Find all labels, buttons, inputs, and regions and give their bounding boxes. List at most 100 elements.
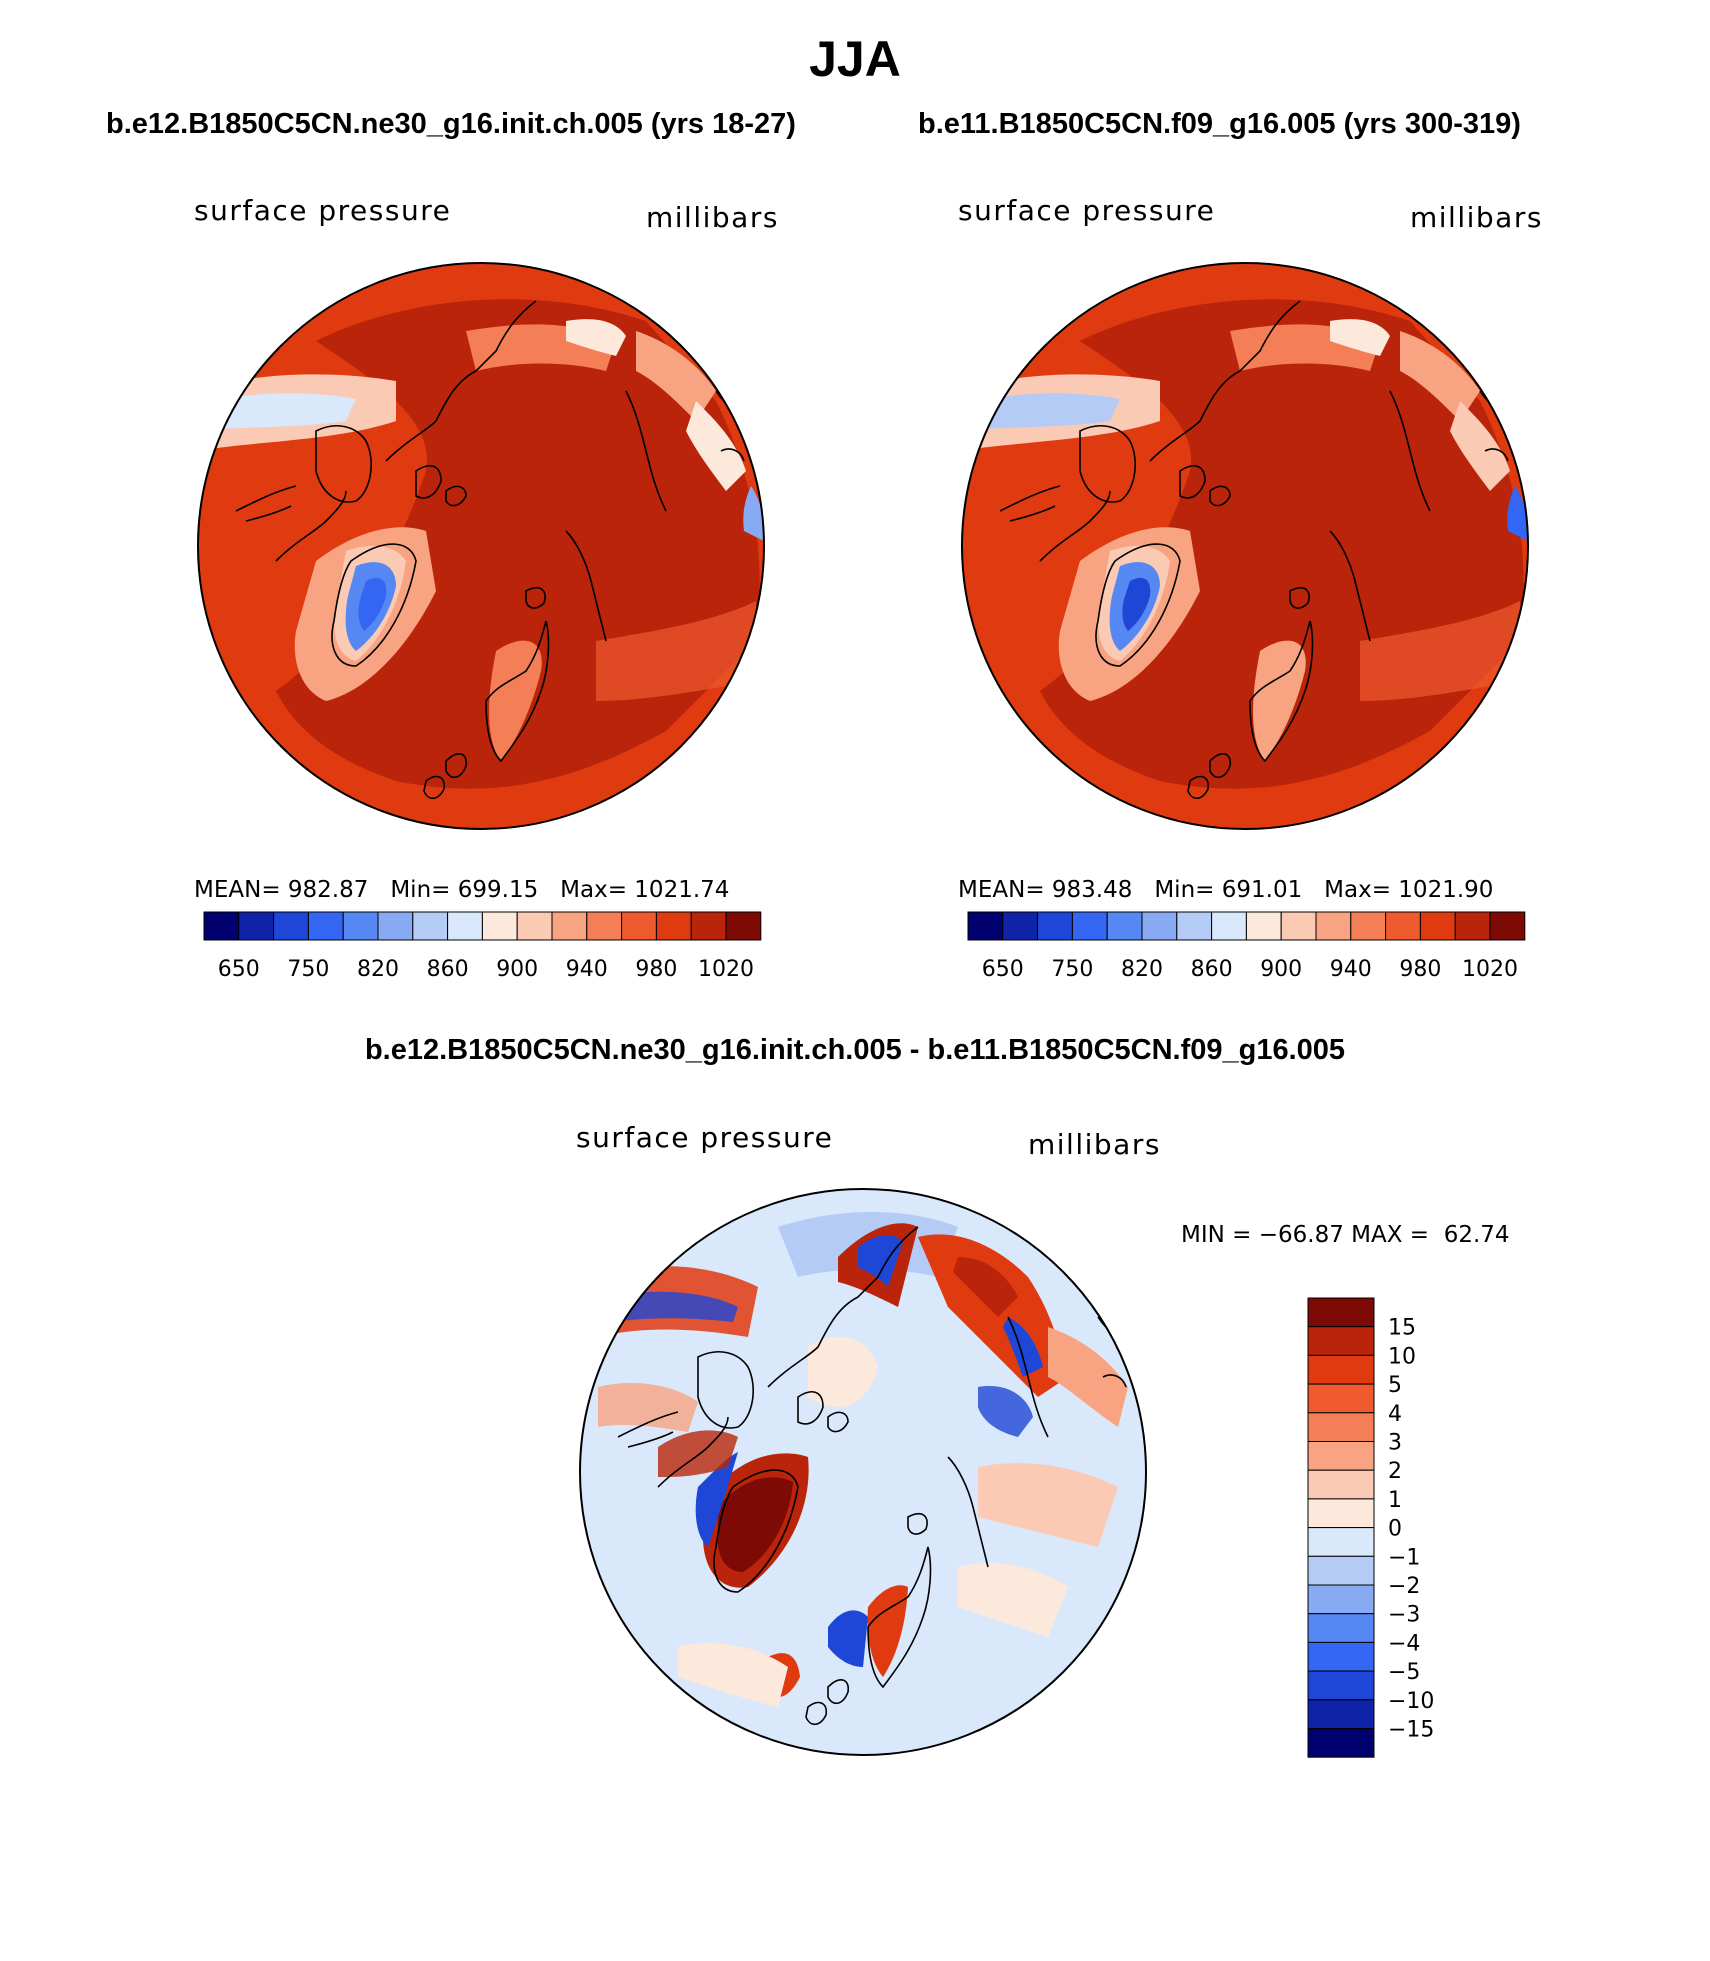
colorbar-box — [377, 911, 414, 941]
colorbar-tick-label: 860 — [1191, 957, 1233, 982]
colorbar-box — [1307, 1555, 1375, 1586]
colorbar-tick-label: 820 — [357, 957, 399, 982]
colorbar-tick-label: −10 — [1388, 1689, 1434, 1714]
colorbar-box — [1307, 1297, 1375, 1328]
colorbar-tick-label: 15 — [1388, 1316, 1416, 1341]
figure-title: JJA — [809, 31, 901, 87]
colorbar-box — [1176, 911, 1213, 941]
colorbar-tick-label: 860 — [427, 957, 469, 982]
colorbar-tick-label: 1020 — [698, 957, 754, 982]
colorbar-box — [1106, 911, 1143, 941]
max-label: Max= — [560, 877, 627, 903]
colorbar-tick-label: −1 — [1388, 1545, 1420, 1570]
difference-minmax-text: MIN = −66.87 MAX = 62.74 — [1181, 1222, 1510, 1248]
colorbar-tick-label: 650 — [218, 957, 260, 982]
colorbar-tick-label: 820 — [1121, 957, 1163, 982]
colorbar-box — [655, 911, 692, 941]
colorbar-box — [342, 911, 379, 941]
colorbar-tick-label: −15 — [1388, 1718, 1434, 1743]
colorbar-tick-label: 940 — [1330, 957, 1372, 982]
colorbar-tick-label: 980 — [635, 957, 677, 982]
colorbar-tick-label: 2 — [1388, 1459, 1402, 1484]
colorbar-box — [1307, 1412, 1375, 1443]
colorbar-tick-label: 650 — [982, 957, 1024, 982]
colorbar-box — [1280, 911, 1317, 941]
colorbar-box — [1002, 911, 1039, 941]
panel-1-stats: MEAN= 982.87 Min= 699.15 Max= 1021.74 — [194, 877, 729, 903]
min-label: Min= — [390, 877, 451, 903]
colorbar-tick-label: 1 — [1388, 1488, 1402, 1513]
colorbar-box — [238, 911, 275, 941]
colorbar-box — [1307, 1728, 1375, 1758]
colorbar-box — [1315, 911, 1352, 941]
colorbar-box — [1307, 1613, 1375, 1643]
colorbar-box — [690, 911, 727, 941]
panel-1-variable-label: surface pressure — [194, 194, 452, 227]
colorbar-box — [1307, 1670, 1375, 1701]
colorbar-box — [1307, 1354, 1375, 1385]
colorbar-tick-label: 750 — [287, 957, 329, 982]
colorbar-tick-label: 900 — [496, 957, 538, 982]
colorbar-box — [481, 911, 518, 941]
colorbar-box — [1245, 911, 1282, 941]
colorbar-box — [1307, 1498, 1375, 1529]
colorbar-tick-label: 750 — [1051, 957, 1093, 982]
difference-polar-map — [579, 1188, 1147, 1756]
colorbar-box — [1141, 911, 1178, 941]
colorbar-box — [1307, 1383, 1375, 1414]
colorbar-box — [1307, 1441, 1375, 1471]
colorbar-tick-label: −4 — [1388, 1631, 1420, 1656]
colorbar-box — [621, 911, 657, 941]
min-label: Min= — [1154, 877, 1215, 903]
colorbar-box — [1071, 911, 1108, 941]
panel-1-colorbar: 650 750 820 860 900 940 980 1020 — [203, 911, 762, 982]
panel-2-units-label: millibars — [1410, 201, 1543, 234]
difference-title: b.e12.B1850C5CN.ne30_g16.init.ch.005 - b… — [364, 1034, 1346, 1066]
colorbar-box — [447, 911, 483, 941]
colorbar-box — [1489, 911, 1526, 941]
colorbar-box — [273, 911, 309, 941]
max-value: 1021.90 — [1398, 877, 1494, 903]
colorbar-tick-label: 4 — [1388, 1402, 1402, 1427]
mean-label: MEAN= — [194, 877, 281, 903]
colorbar-tick-label: 900 — [1260, 957, 1302, 982]
colorbar-box — [1211, 911, 1247, 941]
mean-value: 982.87 — [287, 877, 369, 903]
colorbar-box — [516, 911, 553, 941]
panel-1-case-title: b.e12.B1850C5CN.ne30_g16.init.ch.005 (yr… — [106, 108, 796, 140]
colorbar-box — [967, 911, 1004, 941]
panel-2-case-title: b.e11.B1850C5CN.f09_g16.005 (yrs 300-319… — [918, 108, 1521, 140]
panel-1-polar-map — [197, 262, 765, 830]
colorbar-box — [725, 911, 762, 941]
difference-variable-label: surface pressure — [576, 1121, 834, 1154]
min-value: 691.01 — [1221, 877, 1303, 903]
mean-label: MEAN= — [958, 877, 1045, 903]
panel-1-units-label: millibars — [646, 201, 779, 234]
colorbar-tick-label: −2 — [1388, 1574, 1420, 1599]
colorbar-box — [1419, 911, 1456, 941]
colorbar-box — [1037, 911, 1073, 941]
max-label: Max= — [1324, 877, 1391, 903]
panel-2-variable-label: surface pressure — [958, 194, 1216, 227]
colorbar-tick-label: −5 — [1388, 1660, 1420, 1685]
colorbar-box — [1307, 1469, 1375, 1500]
colorbar-box — [1307, 1584, 1375, 1615]
colorbar-box — [1385, 911, 1421, 941]
colorbar-box — [586, 911, 623, 941]
colorbar-tick-label: 980 — [1399, 957, 1441, 982]
colorbar-tick-label: 940 — [566, 957, 608, 982]
colorbar-box — [1307, 1326, 1375, 1356]
colorbar-box — [307, 911, 344, 941]
difference-units-label: millibars — [1028, 1128, 1161, 1161]
min-value: 699.15 — [457, 877, 539, 903]
colorbar-tick-label: 1020 — [1462, 957, 1518, 982]
colorbar-tick-label: 3 — [1388, 1431, 1402, 1456]
panel-2-stats: MEAN= 983.48 Min= 691.01 Max= 1021.90 — [958, 877, 1493, 903]
colorbar-box — [1350, 911, 1387, 941]
colorbar-tick-label: −3 — [1388, 1603, 1420, 1628]
colorbar-tick-label: 0 — [1388, 1517, 1402, 1542]
colorbar-tick-label: 5 — [1388, 1373, 1402, 1398]
colorbar-box — [1307, 1527, 1375, 1557]
colorbar-box — [551, 911, 588, 941]
